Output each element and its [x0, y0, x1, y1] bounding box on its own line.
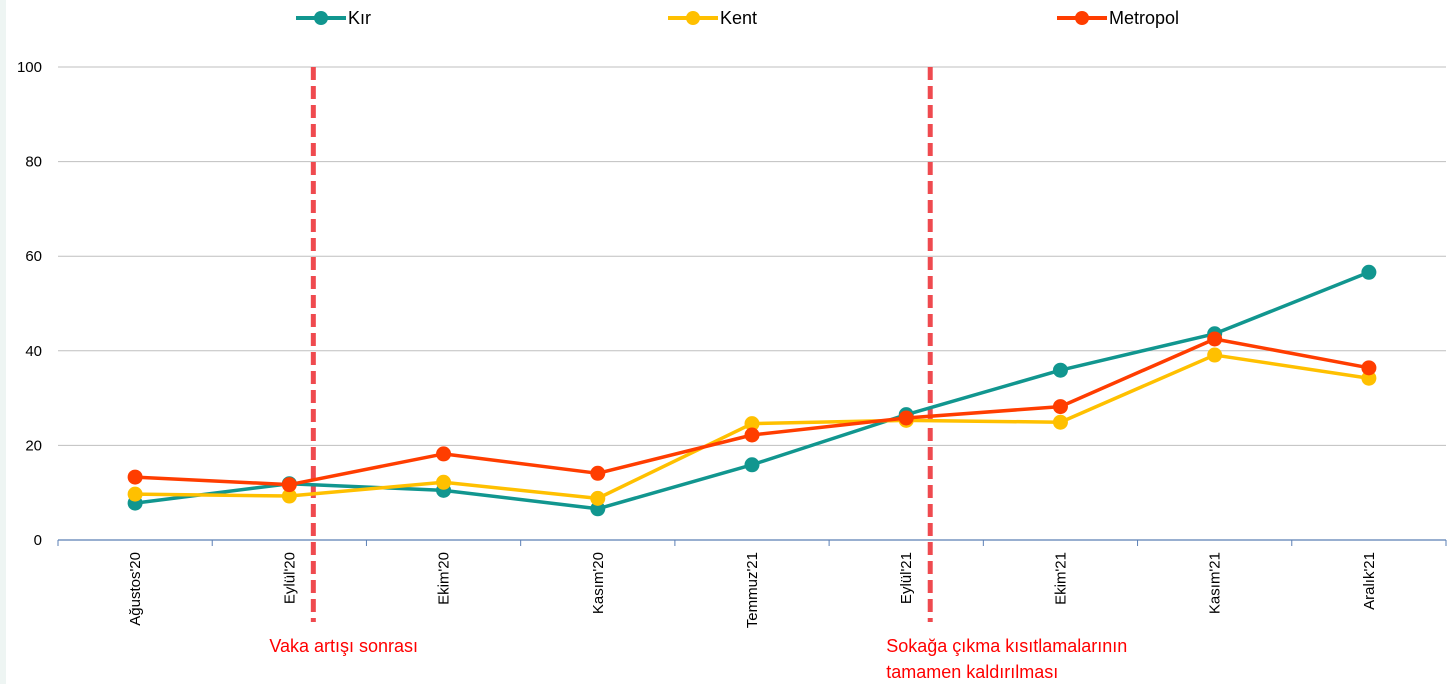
legend: Kır Kent Metropol — [296, 8, 1179, 28]
data-point — [1361, 360, 1377, 376]
annotation-text: Vaka artışı sonrası — [269, 636, 418, 656]
data-point — [436, 474, 452, 490]
data-point — [1052, 362, 1068, 378]
x-tick-label: Kasım'21 — [1207, 552, 1224, 614]
legend-label: Kent — [720, 8, 757, 28]
y-tick-label: 0 — [34, 532, 42, 549]
x-tick-label: Ekim'20 — [436, 552, 453, 605]
legend-swatch-marker — [1075, 11, 1089, 25]
x-tick-label: Temmuz'21 — [744, 552, 761, 628]
data-point — [127, 486, 143, 502]
data-point — [1207, 331, 1223, 347]
data-point — [281, 488, 297, 504]
y-tick-label: 40 — [25, 343, 42, 360]
legend-label: Metropol — [1109, 8, 1179, 28]
legend-swatch-marker — [314, 11, 328, 25]
y-tick-label: 80 — [25, 154, 42, 171]
legend-label: Kır — [348, 8, 371, 28]
data-point — [590, 490, 606, 506]
data-point — [1052, 399, 1068, 415]
data-point — [590, 465, 606, 481]
data-point — [744, 416, 760, 432]
data-point — [1361, 264, 1377, 280]
series-line-0 — [134, 270, 1370, 511]
series-lines — [127, 264, 1377, 517]
data-point — [898, 410, 914, 426]
x-tick-label: Ekim'21 — [1052, 552, 1069, 605]
data-point — [436, 446, 452, 462]
x-tick-label: Eylül'20 — [281, 552, 298, 604]
x-tick-label: Aralık'21 — [1361, 552, 1378, 610]
y-tick-label: 60 — [25, 248, 42, 265]
x-tick-label: Kasım'20 — [590, 552, 607, 614]
annotations: Vaka artışı sonrası Sokağa çıkma kısıtlam… — [269, 67, 1127, 682]
data-point — [590, 501, 606, 517]
left-edge-strip — [0, 0, 6, 684]
data-point — [1207, 347, 1223, 363]
data-point — [1052, 414, 1068, 430]
legend-swatch-marker — [686, 11, 700, 25]
y-tick-label: 100 — [17, 59, 42, 76]
data-point — [1361, 370, 1377, 386]
x-tick-label: Eylül'21 — [898, 552, 915, 604]
data-point — [281, 477, 297, 493]
x-axis: Ağustos'20 Eylül'20 Ekim'20 Kasım'20 Temmuz'… — [57, 539, 1447, 628]
data-point — [127, 469, 143, 485]
x-tick-label: Ağustos'20 — [127, 552, 144, 626]
data-point — [744, 427, 760, 443]
gridlines — [58, 66, 1446, 446]
y-tick-label: 20 — [25, 437, 42, 454]
annotation-text: Sokağa çıkma kısıtlamalarının tamamen kal… — [886, 636, 1127, 682]
y-axis: 0 20 40 60 80 100 — [17, 59, 42, 549]
data-point — [744, 457, 760, 473]
